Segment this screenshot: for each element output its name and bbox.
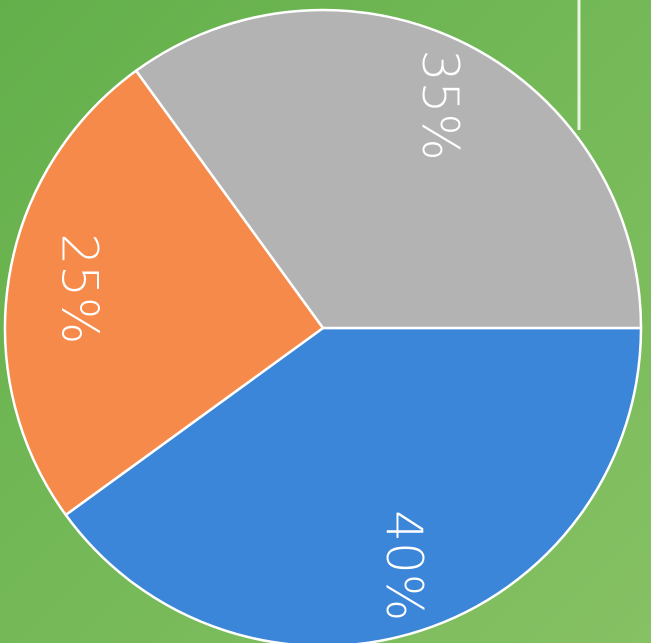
pie-slice [63,326,643,643]
pie-slice [134,8,643,330]
pie: 40% 25% 35% [3,8,643,643]
slice-label: 35% [411,50,469,161]
slice-label: 25% [51,233,109,344]
pie-slice [3,68,325,517]
slice-label: 40% [375,510,433,621]
